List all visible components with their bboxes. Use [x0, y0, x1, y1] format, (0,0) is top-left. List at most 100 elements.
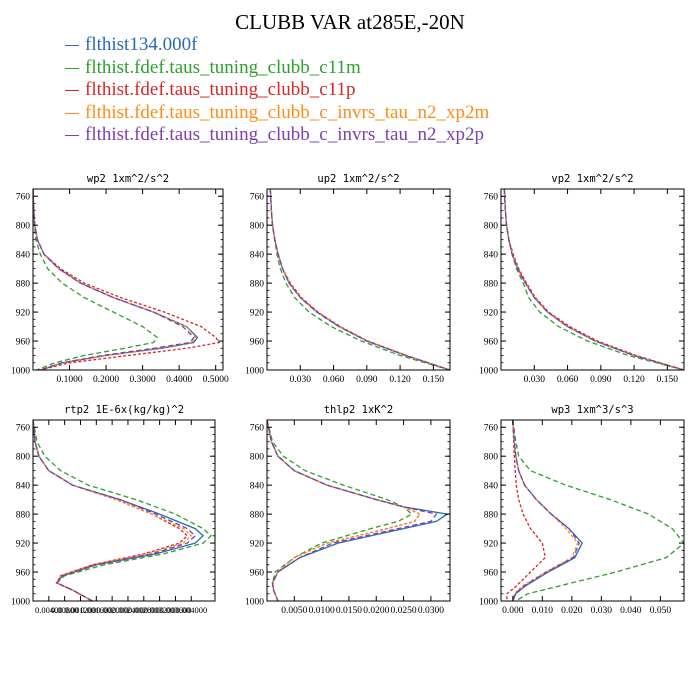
legend-label: flthist134.000f	[85, 34, 198, 55]
plot-frame	[32, 188, 224, 371]
y-tick-label: 960	[16, 338, 31, 348]
x-tick-label: 0.090	[356, 375, 378, 385]
y-tick-label: 960	[484, 569, 499, 579]
series-line	[267, 420, 413, 601]
series-line	[512, 420, 684, 601]
y-tick-label: 760	[250, 424, 265, 434]
legend-swatch	[65, 135, 79, 137]
y-tick-label: 920	[16, 540, 31, 550]
panel-title: wp3 1xm^3/s^3	[551, 404, 633, 416]
y-tick-label: 880	[484, 511, 499, 521]
x-tick-label: 0.120	[623, 375, 645, 385]
x-tick-label: 0.090	[590, 375, 612, 385]
y-tick-label: 1000	[245, 598, 264, 608]
series-line	[512, 420, 579, 601]
figure-title: CLUBB VAR at285E,-20N	[235, 10, 465, 34]
series-line	[269, 189, 450, 370]
legend-swatch	[65, 90, 79, 92]
legend-label: flthist.fdef.taus_tuning_clubb_c11p	[85, 79, 356, 100]
y-tick-label: 840	[250, 482, 265, 492]
x-tick-label: 0.150	[657, 375, 679, 385]
series-line	[503, 189, 684, 370]
x-tick-label: 0.4000	[166, 375, 192, 385]
x-tick-label: 0.0200	[363, 606, 389, 616]
x-tick-label: 0.002400	[112, 605, 144, 615]
y-tick-label: 920	[250, 309, 265, 319]
series-line	[506, 420, 547, 601]
x-tick-label: 0.003200	[144, 605, 176, 615]
x-tick-label: 0.002000	[96, 605, 128, 615]
y-tick-label: 800	[250, 453, 265, 463]
series-line	[33, 189, 197, 370]
y-tick-label: 840	[16, 482, 31, 492]
legend: flthist134.000f flthist.fdef.taus_tuning…	[65, 34, 489, 147]
legend-label: flthist.fdef.taus_tuning_clubb_c_invrs_t…	[85, 124, 484, 145]
y-tick-label: 800	[484, 453, 499, 463]
x-tick-label: 0.001600	[80, 605, 112, 615]
y-tick-label: 880	[16, 280, 31, 290]
series-line	[33, 189, 159, 370]
series-line	[33, 420, 205, 601]
y-tick-label: 760	[16, 193, 31, 203]
y-tick-label: 1000	[479, 598, 498, 608]
x-tick-label: 0.3000	[130, 375, 156, 385]
series-line	[503, 189, 684, 370]
series-line	[33, 420, 193, 601]
chart-panel: vp2 1xm^2/s^2 760 800 840 880 920 960 1000 0.030…	[479, 173, 685, 385]
x-tick-label: 0.030	[524, 375, 546, 385]
y-tick-label: 760	[16, 424, 31, 434]
legend-swatch	[65, 112, 79, 114]
plot-frame	[500, 188, 685, 371]
panel-title: up2 1xm^2/s^2	[317, 173, 399, 185]
y-tick-label: 880	[16, 511, 31, 521]
x-tick-label: 0.120	[389, 375, 411, 385]
x-tick-label: 0.002800	[128, 605, 160, 615]
panel-title: vp2 1xm^2/s^2	[551, 173, 633, 185]
series-line	[33, 420, 197, 601]
y-tick-label: 880	[250, 280, 265, 290]
y-tick-label: 840	[484, 251, 499, 261]
plot-frame	[32, 419, 216, 602]
x-tick-label: 0.010	[532, 606, 554, 616]
x-tick-label: 0.030	[591, 606, 613, 616]
x-tick-label: 0.150	[423, 375, 445, 385]
series-line	[512, 420, 583, 601]
y-tick-label: 1000	[11, 367, 30, 377]
y-tick-label: 800	[16, 453, 31, 463]
legend-label: flthist.fdef.taus_tuning_clubb_c_invrs_t…	[85, 101, 490, 123]
plot-frame	[500, 419, 685, 602]
x-tick-label: 0.003600	[159, 605, 191, 615]
y-tick-label: 1000	[479, 367, 498, 377]
y-tick-label: 800	[250, 222, 265, 232]
plot-frame	[266, 188, 451, 371]
y-tick-label: 920	[484, 540, 499, 550]
y-tick-label: 760	[484, 424, 499, 434]
y-tick-label: 840	[16, 251, 31, 261]
series-line	[269, 189, 450, 370]
chart-panel: up2 1xm^2/s^2 760 800 840 880 920 960 1000 0.030…	[245, 173, 451, 385]
series-line	[267, 420, 422, 601]
series-line	[269, 189, 450, 370]
x-tick-label: 0.004000	[175, 605, 207, 615]
legend-swatch	[65, 45, 79, 47]
x-tick-label: 0.050	[650, 606, 672, 616]
x-tick-label: 0.0150	[336, 606, 362, 616]
y-tick-label: 960	[250, 569, 265, 579]
y-tick-label: 800	[484, 222, 499, 232]
x-tick-label: 0.0250	[391, 606, 417, 616]
x-tick-label: 0.0100	[309, 606, 335, 616]
y-tick-label: 840	[250, 251, 265, 261]
chart-panel: wp2 1xm^2/s^2 760 800 840 880 920 960 1000 0.100…	[11, 173, 229, 385]
legend-item: flthist.fdef.taus_tuning_clubb_c_invrs_t…	[65, 102, 489, 125]
y-tick-label: 880	[250, 511, 265, 521]
y-tick-label: 800	[16, 222, 31, 232]
series-line	[267, 420, 438, 601]
y-tick-label: 920	[250, 540, 265, 550]
series-line	[269, 189, 450, 370]
chart-panel: rtp2 1E-6x(kg/kg)^2 760 800 840 880 920 960 100…	[11, 404, 216, 615]
y-tick-label: 960	[16, 569, 31, 579]
x-tick-label: 0.0050	[281, 606, 307, 616]
series-line	[33, 189, 195, 370]
y-tick-label: 920	[484, 309, 499, 319]
x-tick-label: 0.1000	[56, 375, 82, 385]
